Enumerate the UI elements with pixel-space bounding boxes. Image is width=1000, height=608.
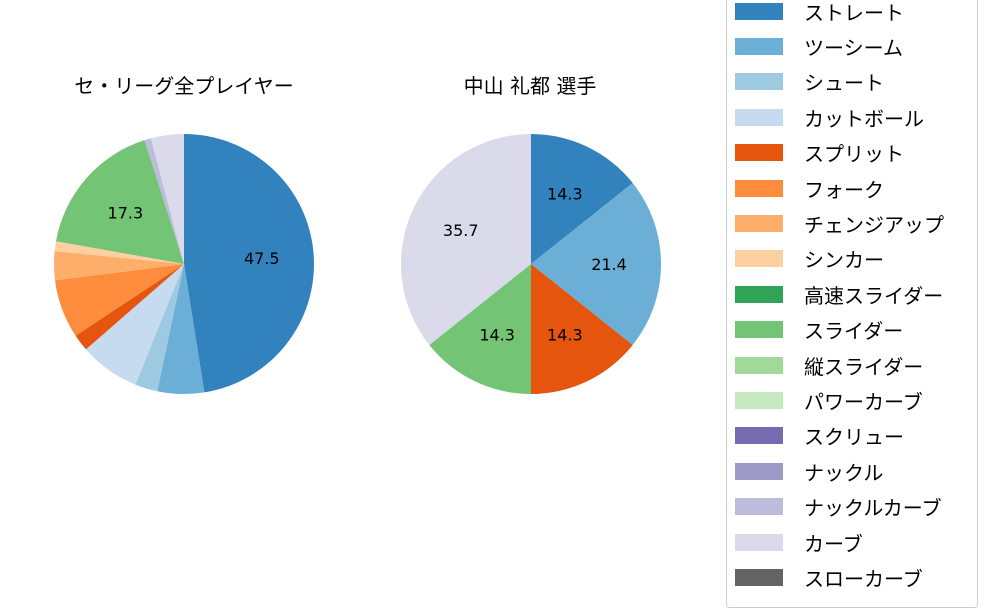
legend-swatch [735, 391, 783, 409]
legend-item: ストレート [735, 0, 904, 26]
left-chart-title: セ・リーグ全プレイヤー [74, 74, 294, 98]
legend-item: カーブ [735, 527, 863, 557]
pie-slice [531, 134, 633, 264]
pie-slice [135, 264, 184, 392]
legend-item: スライダー [735, 315, 903, 345]
legend-label: 縦スライダー [804, 354, 924, 379]
slice-value-label: 14.3 [547, 185, 583, 204]
right-chart-title: 中山 礼都 選手 [463, 74, 597, 98]
legend-label: フォーク [804, 177, 884, 202]
legend-swatch [735, 37, 783, 55]
legend-label: シュート [804, 71, 884, 96]
pie-slice [150, 134, 184, 264]
pie-slice [429, 264, 531, 394]
legend-item: シュート [735, 67, 884, 97]
pie-slice [56, 140, 184, 264]
legend-label: チェンジアップ [804, 212, 944, 237]
legend-item: ナックル [735, 456, 883, 486]
legend-swatch [735, 356, 783, 374]
legend-label: ナックルカーブ [804, 496, 942, 521]
slice-value-label: 17.3 [108, 204, 144, 223]
legend-swatch [735, 427, 783, 445]
slice-value-label: 14.3 [479, 325, 515, 344]
legend-label: ツーシーム [804, 35, 903, 60]
legend-item: スクリュー [735, 421, 904, 451]
legend-item: チェンジアップ [735, 208, 944, 238]
legend-swatch [735, 533, 783, 551]
legend-swatch [735, 2, 783, 20]
legend-label: ナックル [804, 460, 884, 485]
pie-slice [144, 138, 184, 264]
legend-swatch [735, 108, 783, 126]
legend-swatch [735, 73, 783, 91]
legend-item: ツーシーム [735, 31, 903, 61]
legend-label: スライダー [804, 319, 904, 344]
legend-label: ストレート [804, 0, 904, 25]
legend-item: ナックルカーブ [735, 492, 942, 522]
legend-swatch [735, 250, 783, 268]
legend-swatch [735, 498, 783, 516]
pie-slice [85, 264, 184, 385]
legend-item: スローカーブ [735, 562, 923, 592]
legend-label: スクリュー [804, 425, 904, 450]
legend-item: 縦スライダー [735, 350, 923, 380]
legend-label: パワーカーブ [804, 389, 923, 414]
pie-slice [55, 264, 185, 336]
pie-slice [54, 241, 184, 264]
pie-slice [54, 250, 184, 281]
pie-slice [531, 183, 662, 345]
legend-item: カットボール [735, 102, 924, 132]
legend-item: スプリット [735, 138, 904, 168]
legend-label: カットボール [804, 106, 924, 131]
legend-label: カーブ [804, 531, 863, 556]
legend-item: フォーク [735, 173, 884, 203]
legend-item: 高速スライダー [735, 279, 943, 309]
legend: ストレートツーシームシュートカットボール スプリットフォークチェンジアップ シンカー… [726, 0, 978, 608]
legend-label: 高速スライダー [804, 283, 944, 308]
legend-label: スローカーブ [804, 566, 923, 591]
legend-swatch [735, 321, 783, 339]
pie-slice [401, 134, 531, 345]
slice-value-label: 14.3 [547, 325, 583, 344]
legend-label: スプリット [804, 142, 904, 167]
pie-slice [75, 264, 184, 350]
pie-slice [157, 264, 205, 394]
pie-slice [531, 264, 633, 394]
slice-value-label: 21.4 [591, 255, 627, 274]
legend-swatch [735, 214, 783, 232]
pie-slice [184, 134, 314, 393]
legend-swatch [735, 144, 783, 162]
legend-label: シンカー [804, 248, 884, 273]
slice-value-label: 35.7 [443, 221, 479, 240]
legend-swatch [735, 462, 783, 480]
legend-swatch [735, 179, 783, 197]
slice-value-label: 47.5 [244, 249, 280, 268]
legend-swatch [735, 285, 783, 303]
legend-item: シンカー [735, 244, 884, 274]
legend-item: パワーカーブ [735, 385, 923, 415]
legend-swatch [735, 568, 783, 586]
